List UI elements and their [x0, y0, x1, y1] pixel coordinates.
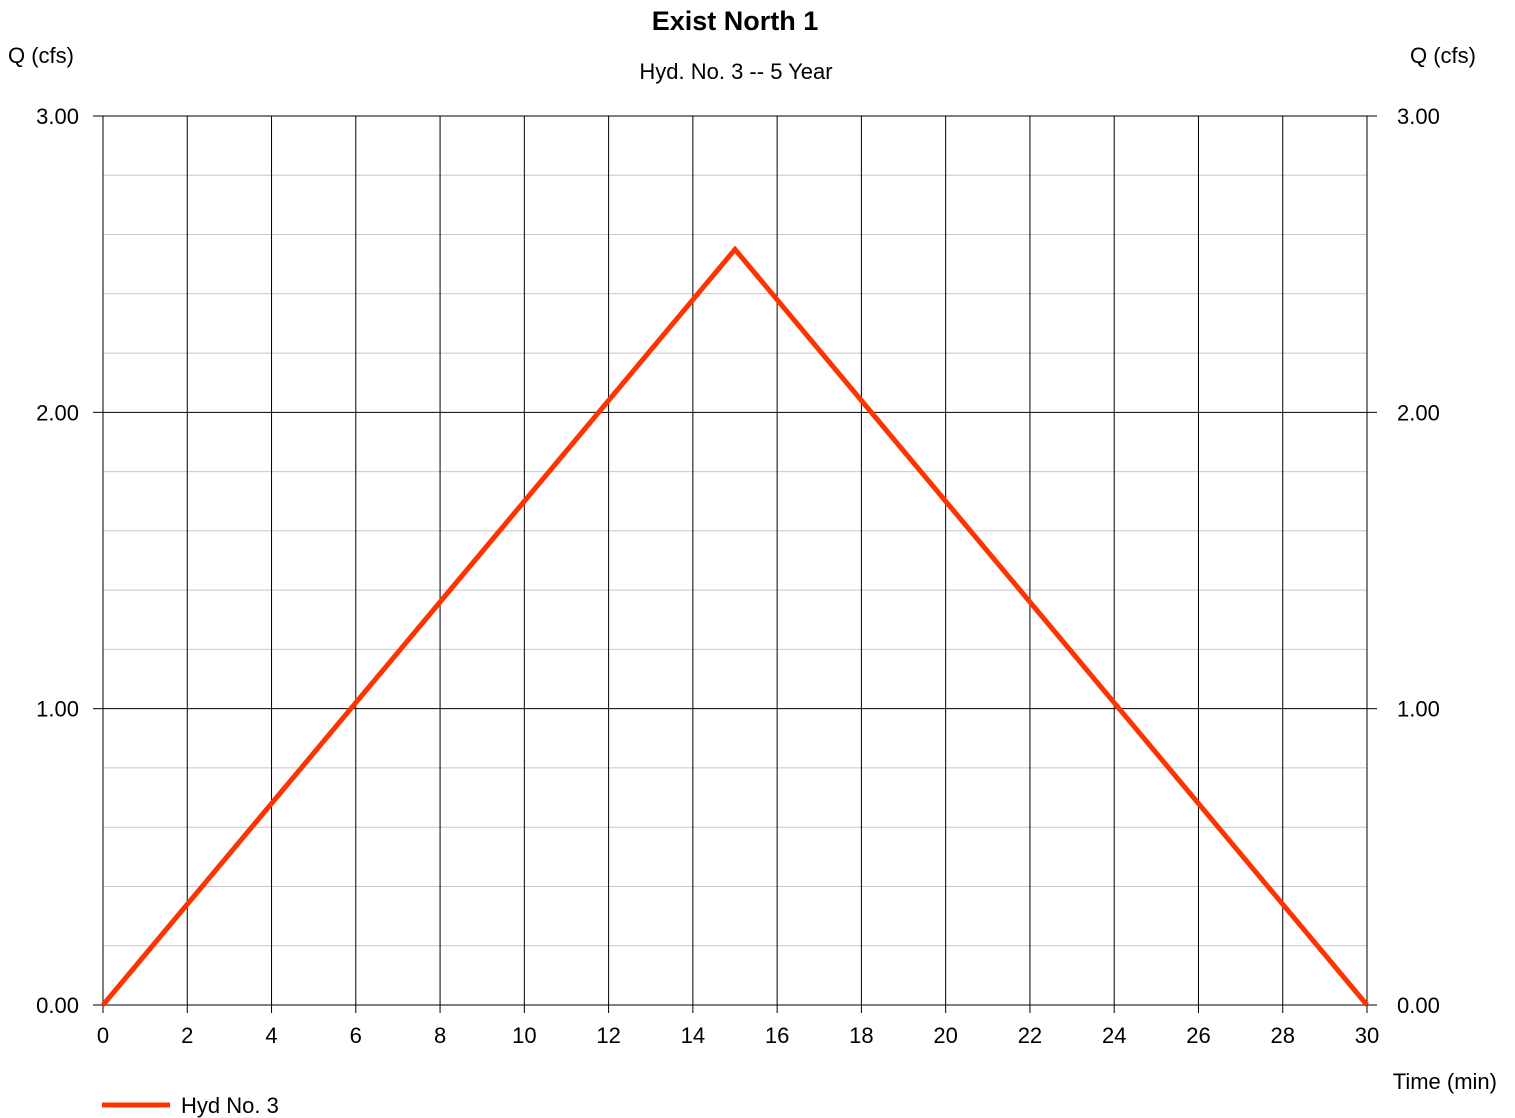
chart-title: Exist North 1 — [652, 6, 819, 36]
x-tick-label: 26 — [1186, 1023, 1210, 1048]
y-tick-label-left: 2.00 — [36, 400, 79, 425]
x-tick-label: 12 — [596, 1023, 620, 1048]
plot-area-frame — [102, 115, 1368, 1006]
y-tick-label-right: 2.00 — [1397, 400, 1440, 425]
series-line-hyd-no-3 — [101, 245, 1369, 1007]
x-tick-label: 16 — [765, 1023, 789, 1048]
y-tick-label-left: 1.00 — [36, 697, 79, 722]
x-axis-label: Time (min) — [1393, 1069, 1497, 1094]
minor-grid — [103, 174, 1367, 947]
legend-label: Hyd No. 3 — [181, 1093, 279, 1118]
x-tick-label: 18 — [849, 1023, 873, 1048]
y-axis-label-left: Q (cfs) — [8, 43, 74, 68]
x-tick-label: 14 — [681, 1023, 705, 1048]
x-tick-label: 8 — [434, 1023, 446, 1048]
x-tick-label: 10 — [512, 1023, 536, 1048]
x-tick-label: 0 — [97, 1023, 109, 1048]
y-tick-labels-left: 0.00 1.00 2.00 3.00 — [36, 104, 79, 1018]
y-tick-label-left: 0.00 — [36, 993, 79, 1018]
x-tick-labels: 0 2 4 6 8 10 12 14 16 18 20 22 24 26 28 30 — [97, 1023, 1379, 1048]
y-tick-label-left: 3.00 — [36, 104, 79, 129]
x-tick-label: 28 — [1270, 1023, 1294, 1048]
x-tick-label: 6 — [350, 1023, 362, 1048]
x-tick-label: 20 — [933, 1023, 957, 1048]
y-tick-label-right: 1.00 — [1397, 697, 1440, 722]
y-axis-label-right: Q (cfs) — [1410, 43, 1476, 68]
chart-subtitle: Hyd. No. 3 -- 5 Year — [639, 59, 832, 84]
tick-marks — [93, 115, 1377, 1013]
x-tick-label: 24 — [1102, 1023, 1126, 1048]
y-tick-label-right: 3.00 — [1397, 104, 1440, 129]
legend: Hyd No. 3 — [102, 1093, 279, 1118]
x-tick-label: 2 — [181, 1023, 193, 1048]
y-tick-labels-right: 0.00 1.00 2.00 3.00 — [1397, 104, 1440, 1018]
x-tick-label: 30 — [1355, 1023, 1379, 1048]
y-tick-label-right: 0.00 — [1397, 993, 1440, 1018]
x-tick-label: 4 — [265, 1023, 277, 1048]
x-tick-label: 22 — [1018, 1023, 1042, 1048]
series-layer — [101, 245, 1369, 1007]
